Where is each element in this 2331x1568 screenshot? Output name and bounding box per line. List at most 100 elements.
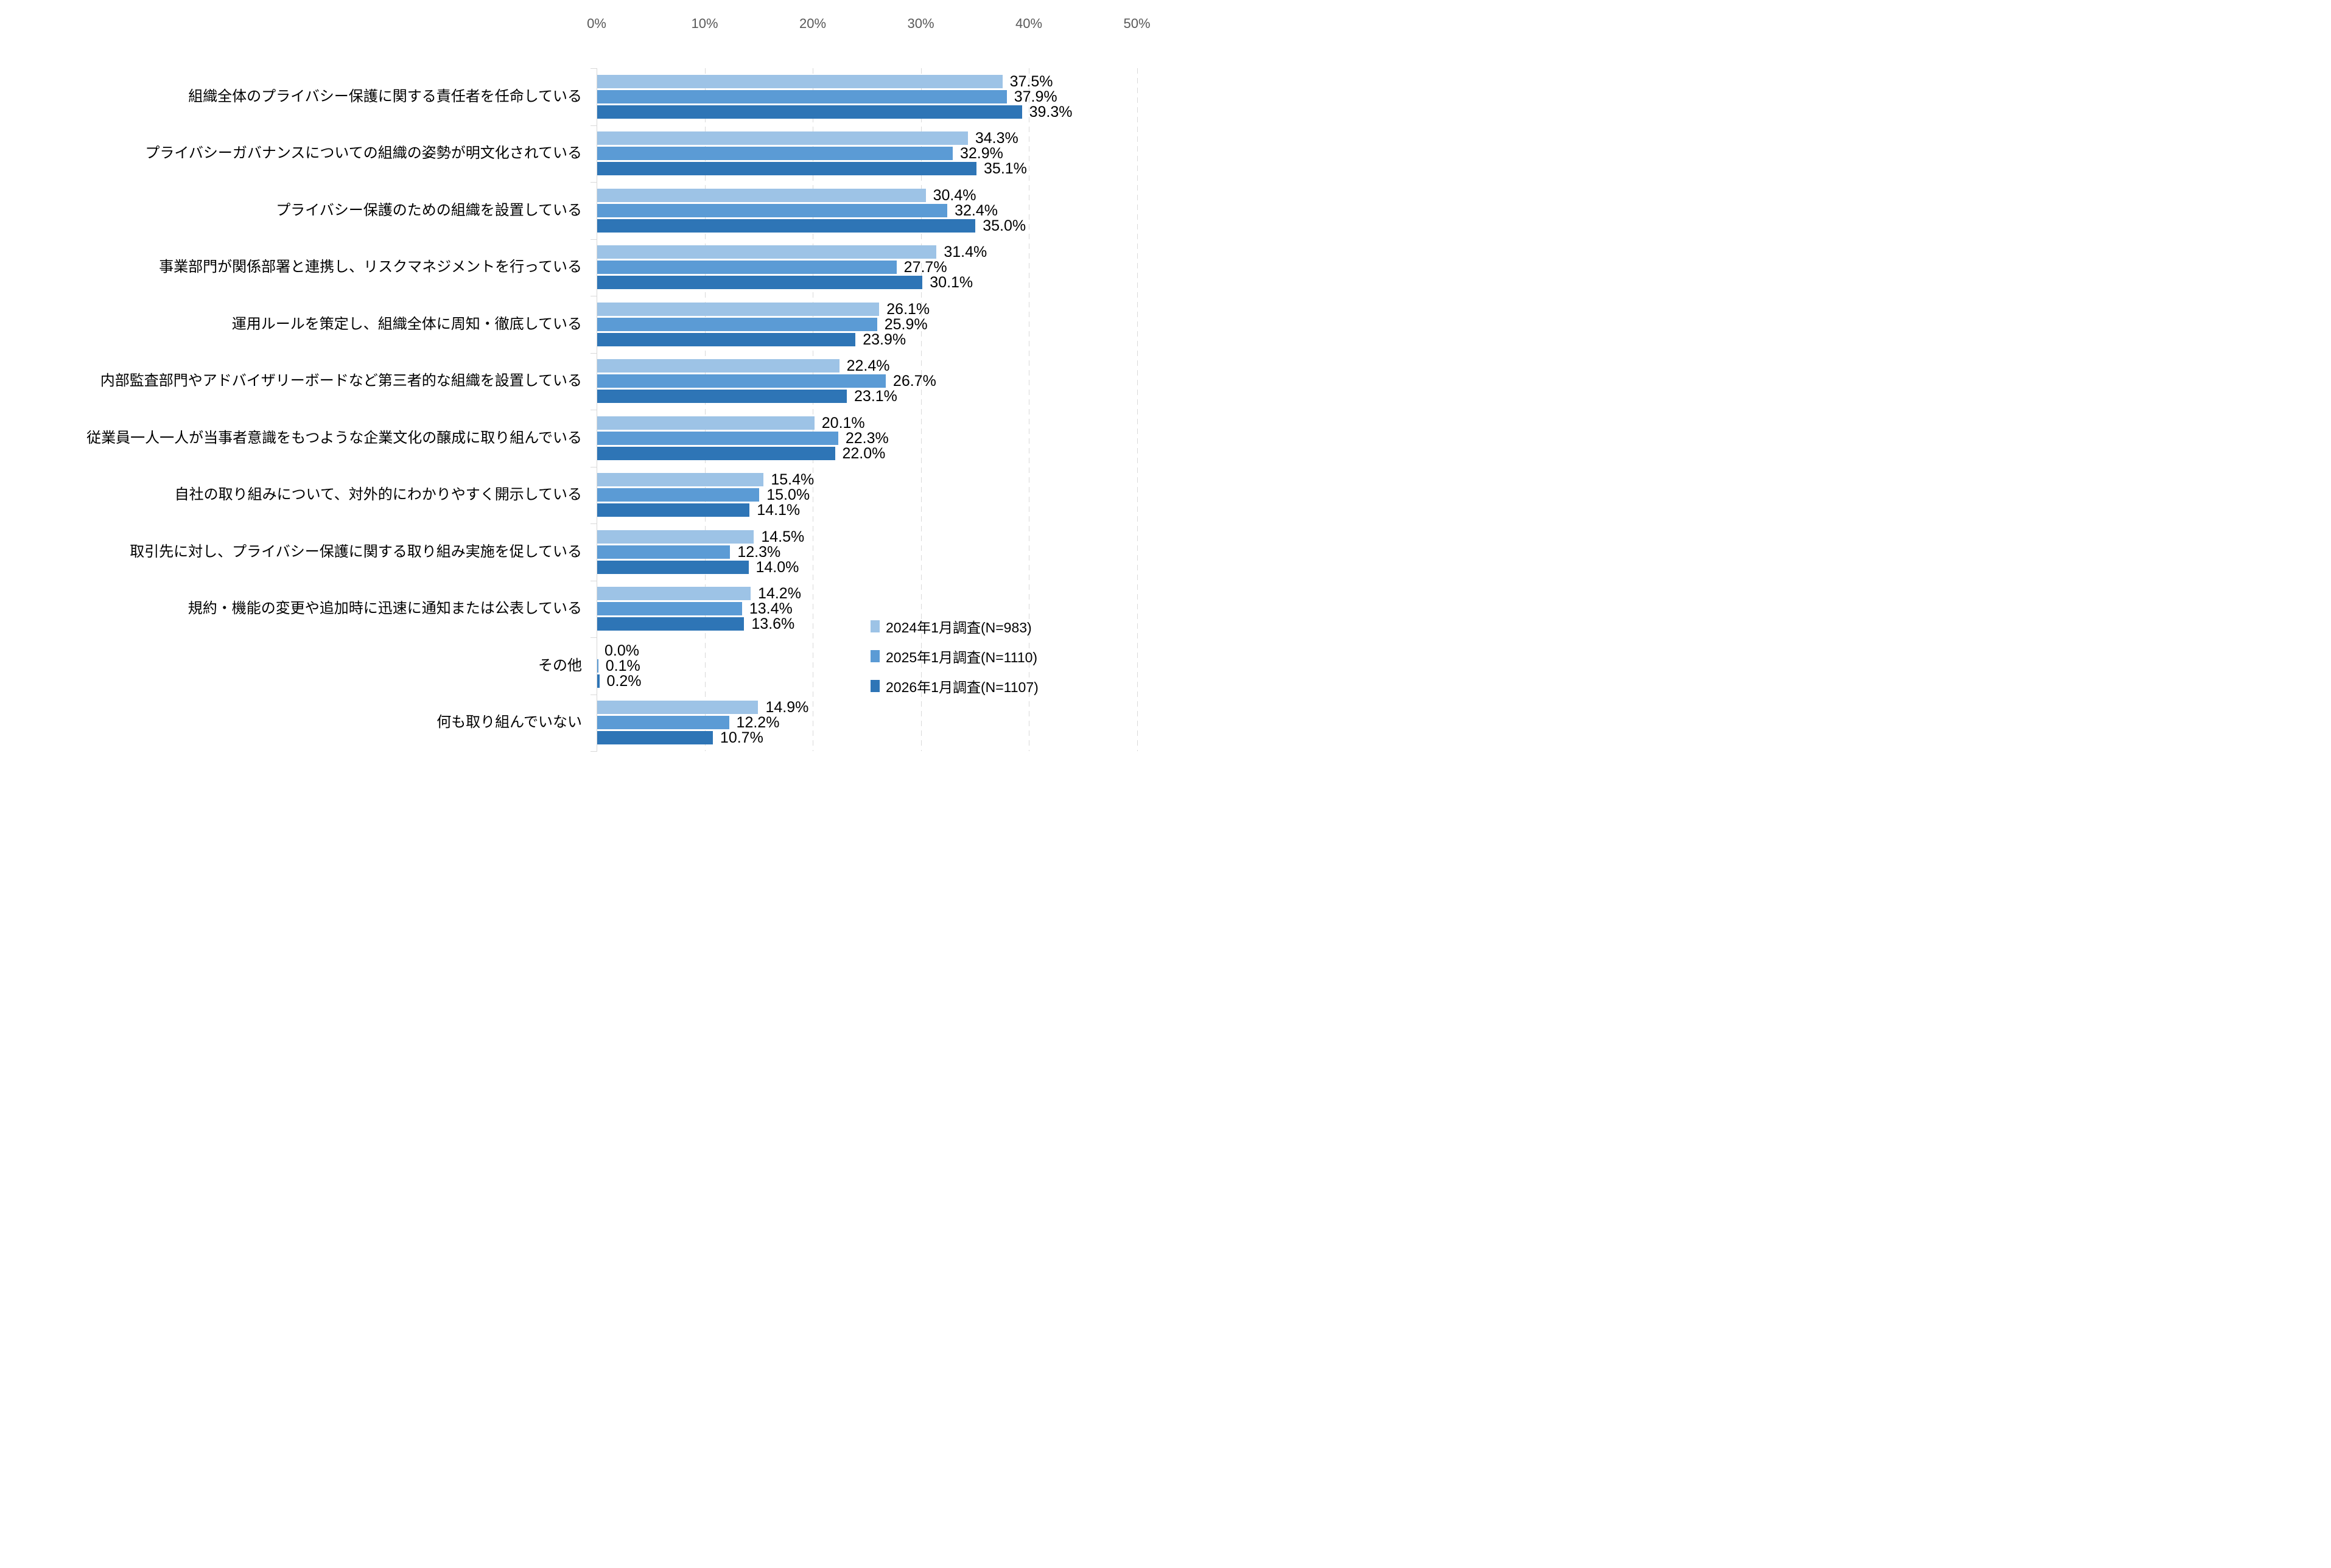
- value-label: 12.2%: [736, 714, 780, 732]
- bar-2025年1月調査(N=1110): [597, 261, 897, 275]
- bar-2025年1月調査(N=1110): [597, 488, 760, 502]
- bar-2026年1月調査(N=1107): [597, 674, 600, 688]
- bar-2025年1月調査(N=1110): [597, 545, 731, 559]
- bar-2024年1月調査(N=983): [597, 530, 754, 544]
- bar-2025年1月調査(N=1110): [597, 89, 1007, 103]
- bar-2026年1月調査(N=1107): [597, 446, 835, 460]
- value-label: 39.3%: [1029, 103, 1073, 121]
- x-axis-tick-label: 20%: [799, 16, 827, 31]
- bar-2025年1月調査(N=1110): [597, 203, 948, 217]
- category-label: 事業部門が関係部署と連携し、リスクマネジメントを行っている: [159, 259, 582, 276]
- value-label: 13.4%: [749, 600, 793, 618]
- value-label: 26.1%: [886, 300, 930, 318]
- value-label: 0.1%: [605, 657, 640, 674]
- bar-2025年1月調査(N=1110): [597, 317, 877, 331]
- value-label: 26.7%: [892, 373, 936, 390]
- category-label: 自社の取り組みについて、対外的にわかりやすく開示している: [174, 486, 582, 503]
- privacy-governance-survey-bar-chart: 0% 10% 20% 30% 40% 50% 組織全体のプライバシー保護に関する責任者を任…: [0, 0, 1165, 784]
- value-label: 30.1%: [930, 274, 973, 292]
- bar-2024年1月調査(N=983): [597, 587, 751, 601]
- category-axis-tick: [591, 182, 597, 183]
- category-label: 何も取り組んでいない: [436, 714, 582, 731]
- bar-2025年1月調査(N=1110): [597, 374, 886, 388]
- category-label: その他: [538, 657, 582, 674]
- value-label: 0.0%: [605, 642, 639, 659]
- vertical-gridline: [920, 68, 922, 751]
- bar-2024年1月調査(N=983): [597, 131, 968, 145]
- category-label: 規約・機能の変更や追加時に迅速に通知または公表している: [188, 600, 582, 617]
- value-label: 22.0%: [842, 444, 886, 462]
- value-label: 35.0%: [983, 217, 1026, 234]
- bar-2024年1月調査(N=983): [597, 302, 880, 316]
- bar-2025年1月調査(N=1110): [597, 147, 953, 161]
- value-label: 14.0%: [755, 558, 799, 576]
- bar-2026年1月調査(N=1107): [597, 617, 745, 631]
- x-axis-tick-label: 30%: [907, 16, 934, 31]
- category-label: プライバシーガバナンスについての組織の姿勢が明文化されている: [145, 145, 582, 162]
- category-label: プライバシー保護のための組織を設置している: [276, 201, 582, 219]
- chart-legend: 2024年1月調査(N=983) 2025年1月調査(N=1110) 2026年1月…: [871, 611, 1039, 701]
- legend-swatch: [871, 679, 880, 692]
- value-label: 32.9%: [959, 145, 1003, 163]
- x-axis-tick-label: 50%: [1123, 16, 1151, 31]
- bar-2025年1月調査(N=1110): [597, 431, 838, 445]
- x-axis-tick-label: 40%: [1015, 16, 1043, 31]
- value-label: 23.9%: [863, 331, 906, 348]
- category-label: 組織全体のプライバシー保護に関する責任者を任命している: [188, 88, 582, 105]
- legend-label: 2024年1月調査(N=983): [886, 619, 1032, 635]
- value-label: 20.1%: [821, 414, 865, 432]
- value-label: 27.7%: [903, 259, 947, 276]
- category-axis-tick: [591, 239, 597, 240]
- value-label: 34.3%: [975, 130, 1018, 147]
- category-label: 運用ルールを策定し、組織全体に周知・徹底している: [231, 315, 582, 332]
- category-axis-tick: [591, 523, 597, 524]
- category-label: 取引先に対し、プライバシー保護に関する取り組み実施を促している: [130, 543, 582, 560]
- value-label: 14.5%: [761, 528, 805, 545]
- value-label: 0.2%: [606, 672, 642, 690]
- x-axis-tick-label: 0%: [587, 16, 606, 31]
- value-label: 14.9%: [765, 699, 809, 716]
- bar-2026年1月調査(N=1107): [597, 731, 713, 745]
- value-label: 14.2%: [758, 585, 801, 603]
- value-label: 37.9%: [1014, 88, 1057, 105]
- value-label: 13.6%: [751, 615, 795, 633]
- value-label: 22.4%: [846, 357, 890, 375]
- value-label: 14.1%: [757, 502, 801, 519]
- legend-label: 2025年1月調査(N=1110): [886, 649, 1038, 665]
- bar-2025年1月調査(N=1110): [597, 716, 729, 730]
- value-label: 10.7%: [720, 729, 763, 747]
- value-label: 15.4%: [771, 471, 815, 489]
- category-axis-tick: [591, 352, 597, 354]
- category-axis-tick: [591, 68, 597, 69]
- x-axis-tick-label: 10%: [691, 16, 718, 31]
- bar-2026年1月調査(N=1107): [597, 219, 976, 233]
- category-axis-tick: [591, 637, 597, 638]
- bar-2024年1月調査(N=983): [597, 245, 937, 259]
- bar-2024年1月調査(N=983): [597, 701, 759, 715]
- bar-2025年1月調査(N=1110): [597, 659, 598, 673]
- bar-2026年1月調査(N=1107): [597, 390, 847, 404]
- value-label: 31.4%: [944, 243, 987, 261]
- bar-2024年1月調査(N=983): [597, 188, 926, 202]
- legend-label: 2026年1月調査(N=1107): [886, 679, 1039, 695]
- bar-2026年1月調査(N=1107): [597, 560, 749, 574]
- bar-2024年1月調査(N=983): [597, 416, 815, 430]
- bar-2025年1月調査(N=1110): [597, 602, 742, 616]
- category-axis-tick: [591, 125, 597, 126]
- legend-item: 2026年1月調査(N=1107): [871, 671, 1039, 701]
- bar-2024年1月調査(N=983): [597, 473, 764, 487]
- value-label: 30.4%: [933, 186, 976, 204]
- category-label: 従業員一人一人が当事者意識をもつような企業文化の醸成に取り組んでいる: [86, 429, 582, 446]
- bar-2026年1月調査(N=1107): [597, 276, 923, 290]
- bar-2026年1月調査(N=1107): [597, 503, 750, 517]
- value-label: 12.3%: [737, 543, 781, 561]
- legend-swatch: [871, 620, 880, 632]
- legend-swatch: [871, 649, 880, 662]
- value-label: 23.1%: [854, 388, 897, 405]
- bar-2026年1月調査(N=1107): [597, 162, 977, 176]
- legend-item: 2025年1月調査(N=1110): [871, 641, 1039, 671]
- value-label: 37.5%: [1009, 72, 1053, 90]
- value-label: 22.3%: [845, 429, 889, 447]
- value-label: 35.1%: [984, 160, 1027, 178]
- value-label: 32.4%: [955, 201, 998, 219]
